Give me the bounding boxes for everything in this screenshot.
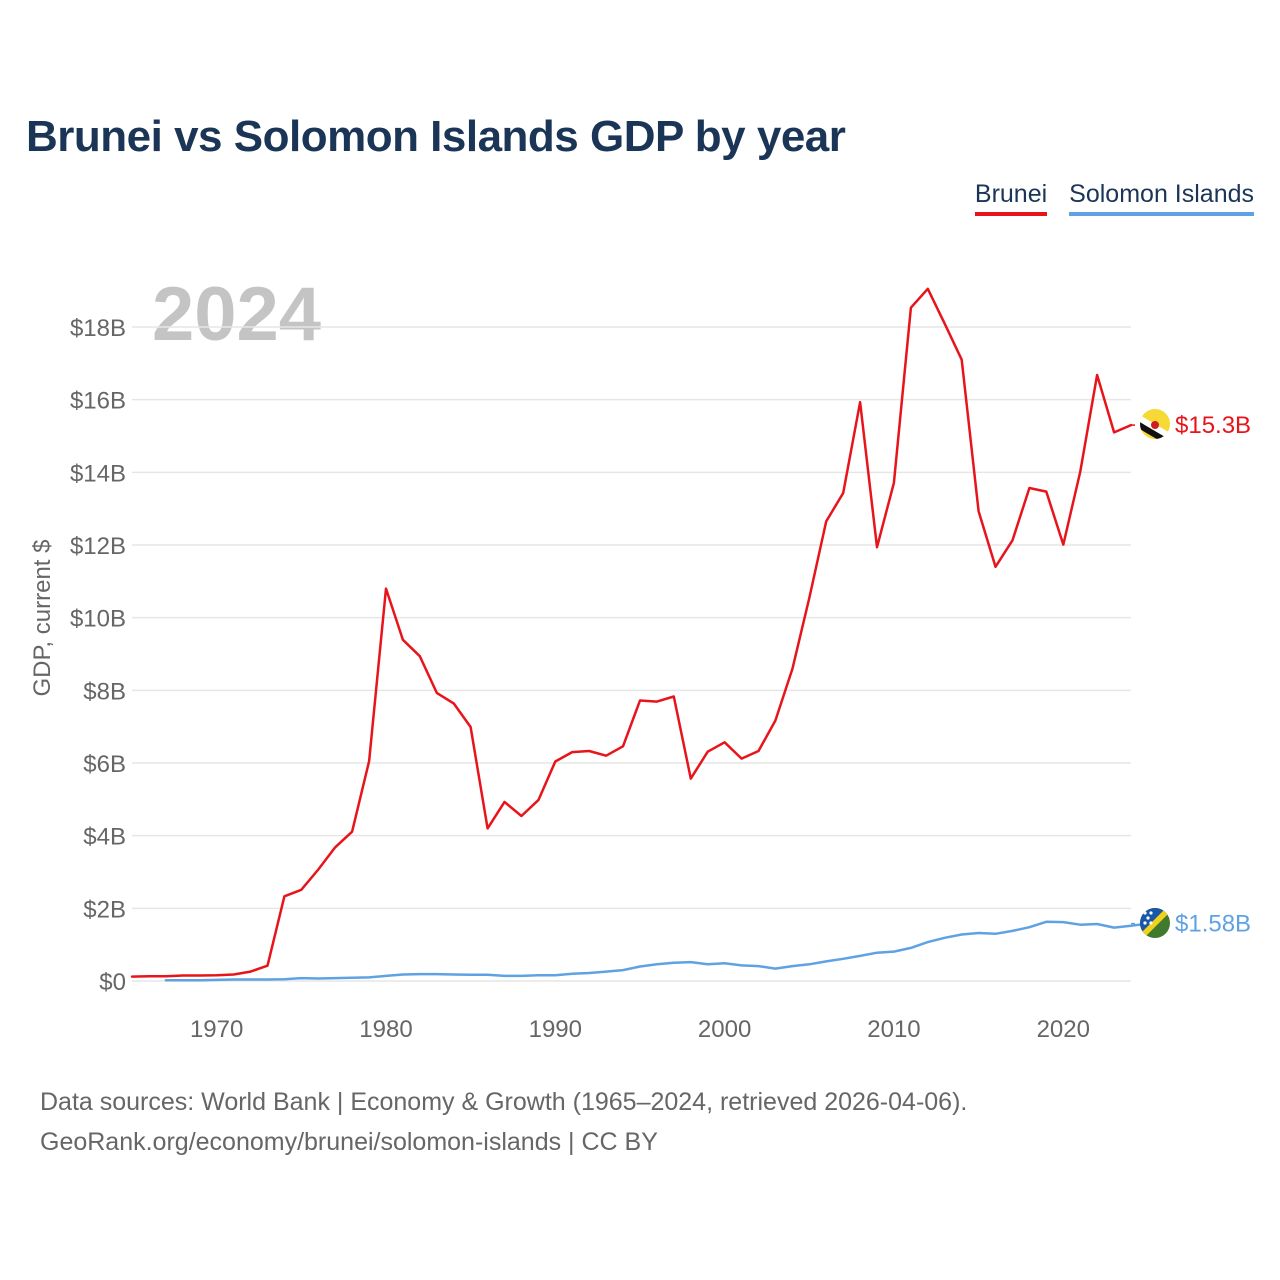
- grid-lines: [132, 326, 1131, 982]
- y-tick-label: $18B: [70, 315, 126, 342]
- chart-title: Brunei vs Solomon Islands GDP by year: [26, 112, 846, 161]
- y-tick-label: $12B: [70, 533, 126, 560]
- y-tick-label: $10B: [70, 606, 126, 633]
- series-line-solomon-islands[interactable]: [164, 920, 1150, 982]
- y-axis-ticks: $0 $2B $4B $6B $8B $10B $12B $14B $16B $18B: [70, 315, 126, 996]
- source-line-2[interactable]: GeoRank.org/economy/brunei/solomon-islan…: [40, 1128, 658, 1156]
- year-overlay: 2024: [152, 272, 321, 357]
- y-tick-label: $4B: [83, 824, 126, 851]
- y-tick-label: $14B: [70, 460, 126, 487]
- y-tick-label: $2B: [83, 896, 126, 923]
- source-note: Data sources: World Bank | Economy & Gro…: [40, 1082, 967, 1162]
- x-tick-label: 2000: [698, 1016, 751, 1043]
- x-tick-label: 1970: [190, 1016, 243, 1043]
- brunei-flag-icon: [1140, 409, 1170, 439]
- x-tick-label: 2010: [867, 1016, 920, 1043]
- y-axis-label: GDP, current $: [29, 540, 56, 697]
- y-tick-label: $0: [99, 969, 126, 996]
- y-tick-label: $8B: [83, 678, 126, 705]
- legend-item-solomon-islands[interactable]: Solomon Islands: [1069, 180, 1254, 216]
- end-label-brunei: $15.3B: [1175, 412, 1251, 439]
- legend: Brunei Solomon Islands: [974, 180, 1254, 216]
- y-tick-label: $6B: [83, 751, 126, 778]
- x-tick-label: 1990: [529, 1016, 582, 1043]
- legend-item-brunei[interactable]: Brunei: [974, 180, 1048, 216]
- series-lines: $15.3B $1.58B: [130, 287, 1251, 982]
- x-axis-ticks: 1970 1980 1990 2000 2010 2020: [190, 1016, 1090, 1043]
- y-tick-label: $16B: [70, 388, 126, 415]
- solomon-islands-flag-icon: [1140, 908, 1170, 938]
- x-tick-label: 1980: [359, 1016, 412, 1043]
- series-line-brunei[interactable]: [130, 287, 1133, 978]
- end-label-solomon-islands: $1.58B: [1175, 911, 1251, 938]
- source-line-1: Data sources: World Bank | Economy & Gro…: [40, 1088, 968, 1116]
- x-tick-label: 2020: [1037, 1016, 1090, 1043]
